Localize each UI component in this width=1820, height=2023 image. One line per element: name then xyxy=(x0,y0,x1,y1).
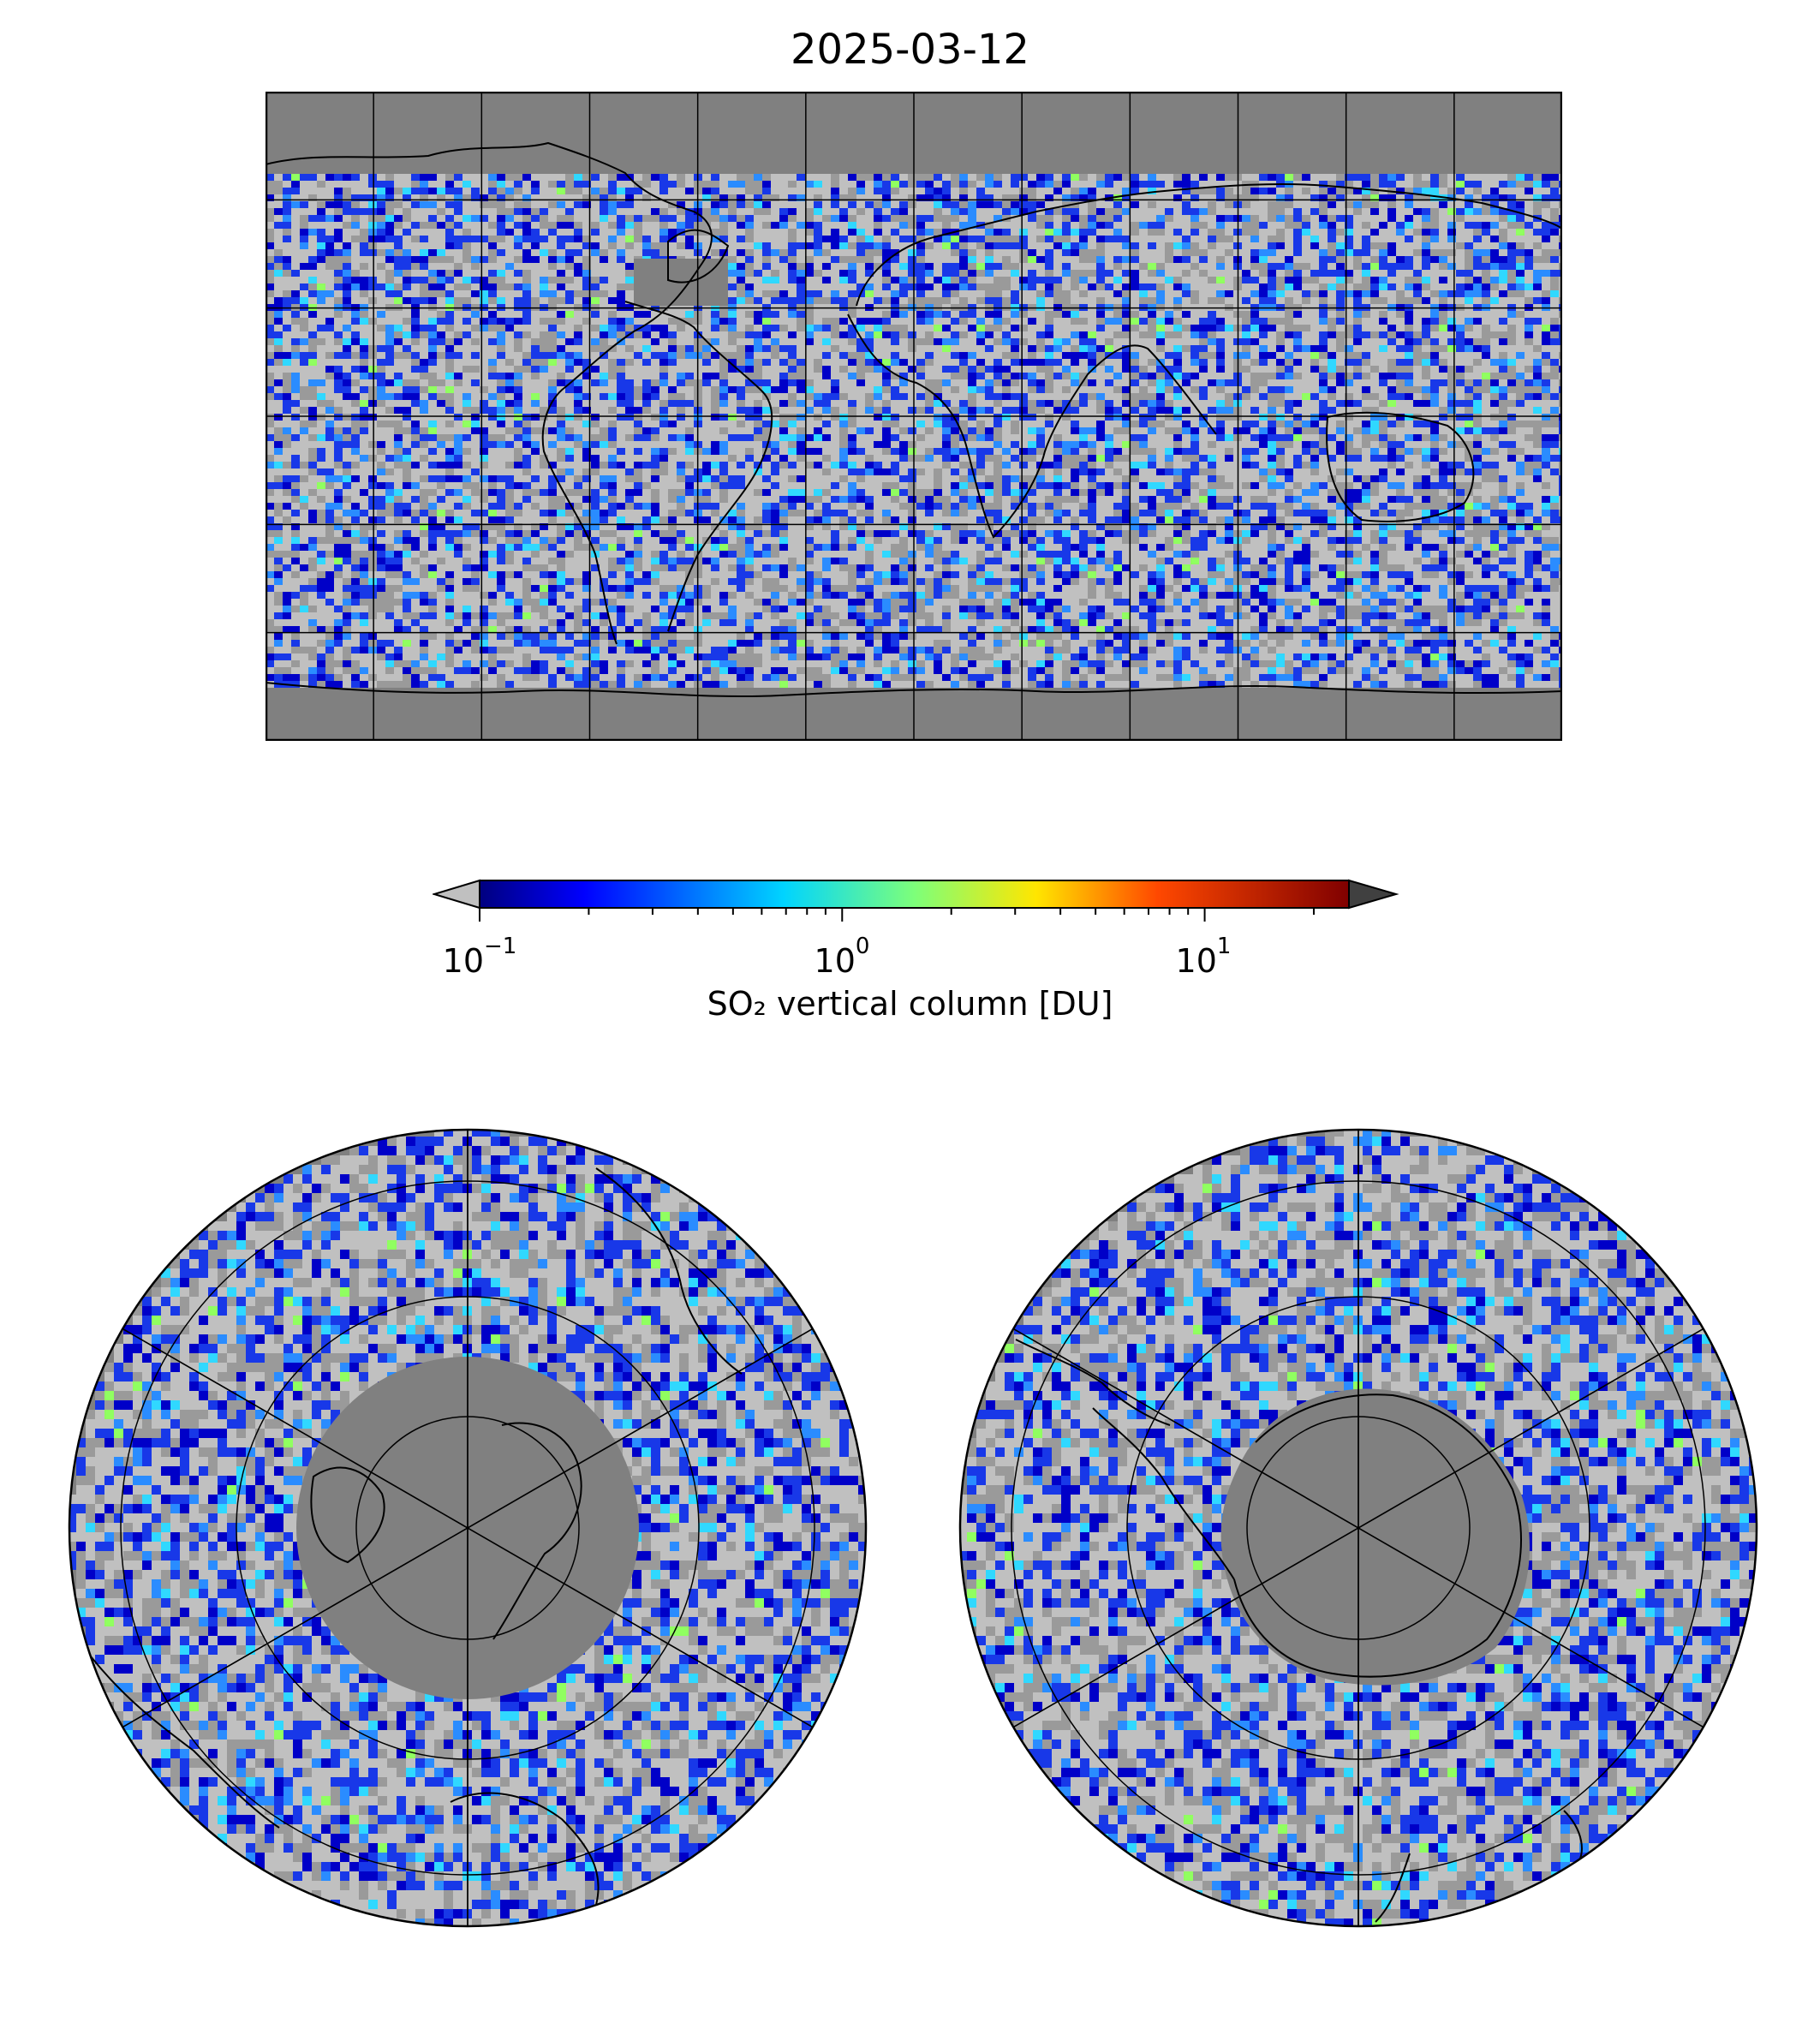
north-polar-map xyxy=(67,1127,868,1929)
colorbar-tick-label: 100 xyxy=(815,934,870,980)
colorbar xyxy=(433,874,1400,942)
colorbar-gradient xyxy=(480,880,1349,908)
global-map xyxy=(266,92,1562,741)
colorbar-ticks xyxy=(480,908,1314,922)
colorbar-label: SO₂ vertical column [DU] xyxy=(0,985,1820,1023)
colorbar-under-extend xyxy=(434,880,480,908)
colorbar-over-extend xyxy=(1349,880,1396,908)
figure-title: 2025-03-12 xyxy=(0,26,1820,74)
colorbar-tick-label: 10−1 xyxy=(443,934,517,980)
colorbar-tick-label: 101 xyxy=(1176,934,1232,980)
south-polar-map xyxy=(958,1127,1759,1929)
